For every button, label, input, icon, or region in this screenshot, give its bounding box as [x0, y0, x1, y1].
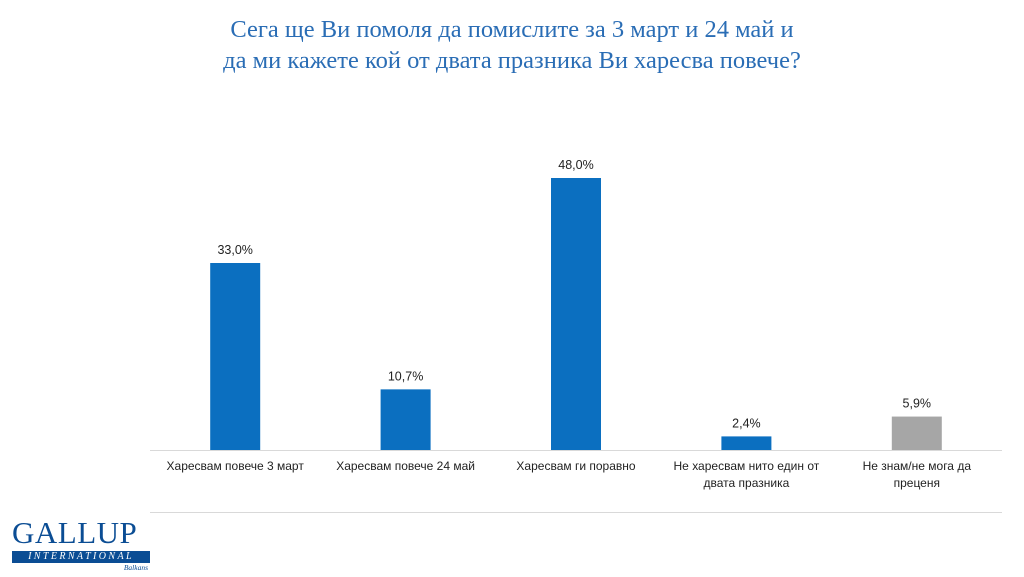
bar-chart: 33,0% Харесвам повече 3 март 10,7% Харесвам… [150, 158, 1002, 490]
logo-band: INTERNATIONAL [12, 551, 150, 563]
bar-5 [891, 416, 942, 450]
bar-value-label-5: 5,9% [903, 397, 932, 411]
bar-3 [551, 178, 601, 450]
bar-value-label-3: 48,0% [558, 158, 593, 172]
bar-2 [380, 389, 431, 450]
category-label-1: Харесвам повече 3 март [167, 459, 305, 473]
category-label-5-line-2: преценя [894, 476, 940, 490]
footer-divider [150, 512, 1002, 513]
bar-value-label-2: 10,7% [388, 369, 423, 383]
chart-title-line-2: да ми кажете кой от двата празника Ви ха… [223, 47, 801, 74]
category-label-3: Харесвам ги поравно [516, 459, 635, 473]
chart-title-line-1: Сега ще Ви помоля да помислите за 3 март… [230, 16, 794, 43]
gallup-logo: GALLUP INTERNATIONAL Balkans [12, 517, 154, 575]
bar-value-label-1: 33,0% [217, 243, 252, 257]
category-label-4-line-1: Не харесвам нито един от [674, 459, 820, 473]
chart-title: Сега ще Ви помоля да помислите за 3 март… [0, 14, 1024, 76]
bar-1 [210, 263, 261, 450]
logo-subtitle: Balkans [123, 563, 148, 572]
bar-4 [721, 436, 772, 450]
category-label-2: Харесвам повече 24 май [336, 459, 475, 473]
category-label-4-line-2: двата празника [704, 476, 790, 490]
logo-wordmark: GALLUP [12, 515, 138, 550]
bar-value-label-4: 2,4% [732, 416, 761, 430]
category-label-5-line-1: Не знам/не мога да [863, 459, 972, 473]
